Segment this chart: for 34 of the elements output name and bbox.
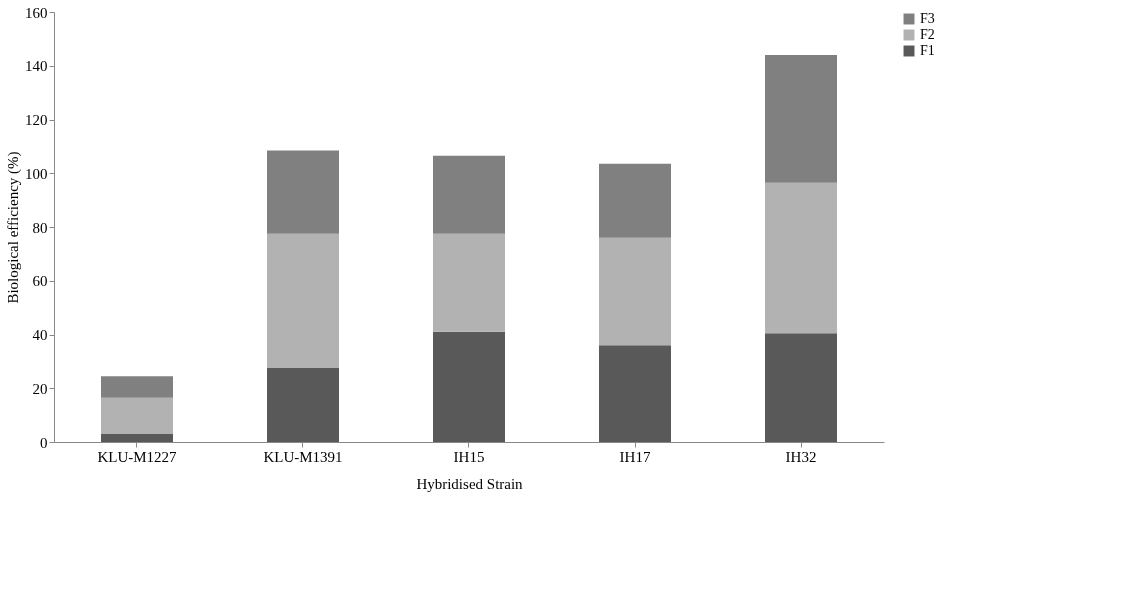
- legend-label: F2: [920, 27, 935, 42]
- bar: [267, 368, 339, 442]
- bar: [433, 155, 505, 234]
- x-tick-label: KLU-M1391: [263, 448, 343, 465]
- legend-label: F1: [920, 43, 935, 58]
- x-tick-label: KLU-M1227: [97, 448, 178, 465]
- bar: [101, 433, 173, 442]
- bar: [765, 333, 837, 442]
- bar: [267, 150, 339, 234]
- bar: [765, 55, 837, 183]
- x-tick-label: IH32: [785, 448, 817, 465]
- y-tick-label: 40: [32, 327, 48, 343]
- legend-label: F3: [920, 11, 935, 26]
- y-tick-label: 100: [25, 165, 48, 182]
- y-tick-label: 120: [25, 112, 48, 128]
- x-tick-label: IH17: [619, 448, 651, 465]
- x-tick-label: IH15: [453, 448, 485, 465]
- bar: [101, 397, 173, 434]
- bar: [101, 376, 173, 398]
- bar: [599, 237, 671, 346]
- y-tick-label: 20: [32, 380, 48, 397]
- x-axis-title: Hybridised Strain: [416, 475, 524, 492]
- y-tick-label: 160: [25, 4, 48, 21]
- bar: [433, 331, 505, 442]
- y-tick-label: 80: [32, 219, 48, 236]
- bar: [267, 233, 339, 369]
- y-tick-label: 60: [32, 273, 48, 290]
- bar: [765, 182, 837, 334]
- y-tick-label: 140: [25, 58, 48, 75]
- y-axis-title: Biological efficiency (%): [5, 151, 22, 304]
- bar: [433, 233, 505, 332]
- bar: [599, 345, 671, 442]
- y-tick-label: 0: [40, 434, 48, 451]
- bar: [599, 163, 671, 238]
